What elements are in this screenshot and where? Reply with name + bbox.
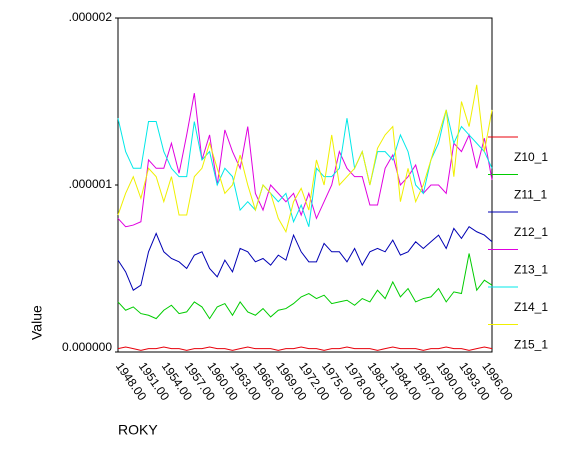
legend-label: Z12_1 <box>514 225 548 239</box>
legend-label: Z14_1 <box>514 300 548 314</box>
legend-label: Z15_1 <box>514 338 548 352</box>
legend-label: Z13_1 <box>514 263 548 277</box>
y-tick-label: 0.000000 <box>62 340 112 354</box>
series-line <box>117 93 493 228</box>
x-axis-label: ROKY <box>118 422 158 438</box>
series-line <box>117 226 493 291</box>
series-line <box>117 253 493 320</box>
y-axis-label: Value <box>29 305 45 340</box>
legend-label: Z11_1 <box>514 188 547 202</box>
series-line <box>117 346 493 351</box>
series-line <box>117 109 493 227</box>
legend-label: Z10_1 <box>514 150 548 164</box>
y-tick-label: .000001 <box>69 177 113 191</box>
series-line <box>117 84 493 234</box>
y-tick-label: .000002 <box>69 10 113 24</box>
